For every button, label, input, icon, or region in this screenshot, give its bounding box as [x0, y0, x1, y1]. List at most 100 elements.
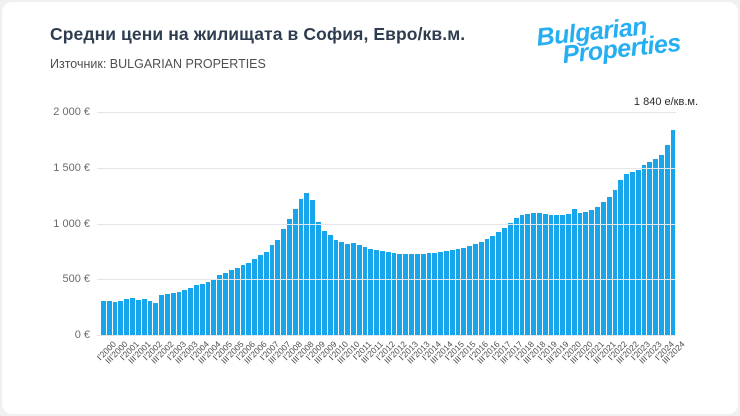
bar [176, 291, 182, 335]
bar [257, 254, 263, 335]
bar [164, 293, 170, 335]
bar [467, 246, 472, 335]
bar [507, 223, 513, 335]
gridline [97, 335, 676, 336]
bar [275, 240, 281, 335]
chart-title: Средни цени на жилищата в София, Евро/кв… [50, 24, 466, 44]
bar [554, 215, 560, 335]
chart-source: Източник: BULGARIAN PROPERTIES [50, 57, 266, 71]
bar [130, 297, 135, 335]
bar [263, 252, 269, 335]
bar [618, 180, 624, 335]
bar [606, 196, 612, 335]
y-tick-label: 1 000 € [53, 217, 90, 230]
bar [321, 231, 327, 335]
y-tick-label: 1 500 € [53, 161, 90, 174]
bar [566, 214, 571, 335]
bar [670, 129, 676, 335]
bar [461, 247, 467, 335]
bar [304, 193, 310, 335]
bar [118, 301, 124, 335]
bar [316, 222, 321, 335]
bar [170, 292, 176, 335]
bar [234, 268, 240, 335]
bar [135, 300, 141, 335]
bar [339, 242, 345, 335]
bar [478, 242, 484, 335]
y-tick-label: 500 € [62, 273, 90, 286]
bar [391, 252, 397, 335]
bar [612, 190, 618, 335]
bar [432, 252, 438, 335]
bar [310, 199, 316, 335]
bar [548, 215, 554, 335]
bar [101, 301, 106, 335]
bar [542, 214, 548, 335]
bulgarian-properties-logo: Bulgarian Properties [533, 9, 708, 84]
bar [223, 273, 228, 335]
bar [240, 264, 246, 335]
bar [385, 252, 391, 335]
bar [333, 240, 339, 335]
bar [409, 254, 414, 335]
bar [368, 249, 374, 335]
bar [199, 284, 205, 335]
bar [502, 228, 507, 335]
bar [484, 239, 490, 335]
bar [635, 169, 641, 335]
bar [589, 210, 595, 335]
y-tick-label: 2 000 € [53, 106, 90, 118]
bar [664, 145, 670, 335]
bar [350, 243, 356, 335]
bar [147, 301, 153, 335]
bar [536, 213, 542, 335]
bar-series [101, 112, 676, 335]
bar [182, 289, 188, 335]
plot-area [101, 112, 676, 335]
bar [519, 215, 525, 335]
gridline [97, 279, 676, 281]
bar [647, 161, 653, 335]
bar [356, 245, 362, 335]
gridline [97, 167, 676, 169]
bar [124, 299, 130, 335]
bar [531, 213, 536, 335]
bar [281, 228, 286, 335]
bar [298, 198, 304, 335]
bar [641, 164, 647, 335]
bar [188, 288, 193, 335]
bar [560, 215, 565, 335]
bar [327, 235, 333, 335]
bar [141, 299, 147, 335]
bar [426, 252, 432, 335]
bar [496, 232, 502, 335]
bar [153, 303, 159, 335]
bar [112, 302, 118, 335]
bar [228, 270, 234, 335]
bar [252, 258, 257, 335]
gridline [97, 223, 676, 225]
bar [217, 275, 223, 335]
bar [194, 285, 199, 335]
bar [659, 155, 664, 335]
bar [246, 262, 252, 335]
bar [403, 253, 409, 335]
bar [374, 250, 379, 335]
bar [159, 294, 164, 335]
bar [414, 253, 420, 335]
bar [292, 209, 298, 335]
bar [287, 219, 292, 335]
bar [449, 250, 455, 335]
bar [490, 235, 496, 335]
bar [397, 253, 403, 335]
bar [362, 247, 368, 335]
bar [629, 172, 635, 335]
bar [438, 251, 443, 335]
bar [106, 301, 112, 335]
bar [600, 201, 606, 335]
gridline [97, 112, 676, 113]
bar [345, 244, 350, 335]
bar [455, 249, 461, 335]
bar [513, 218, 519, 335]
